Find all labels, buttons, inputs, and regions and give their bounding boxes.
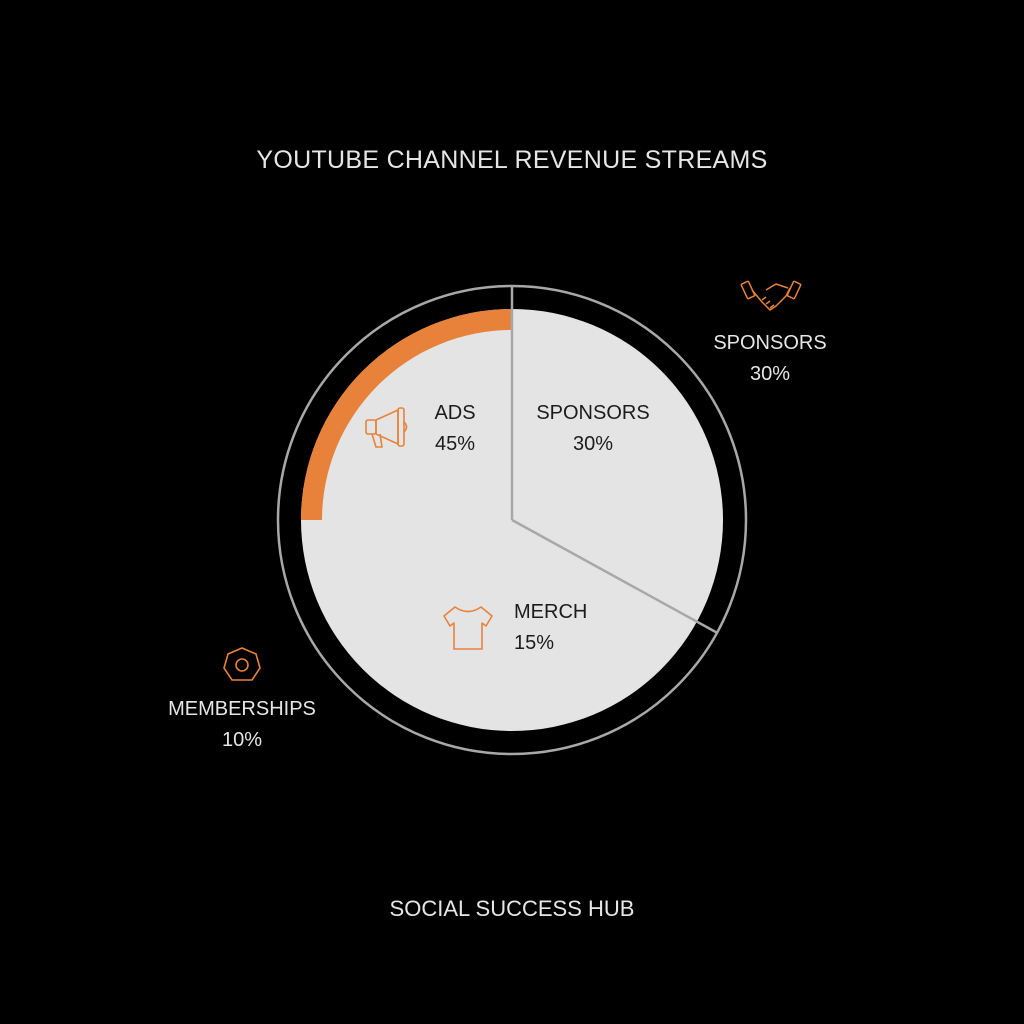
slice-name: SPONSORS xyxy=(713,332,827,354)
chart-title: YOUTUBE CHANNEL REVENUE STREAMS xyxy=(256,146,768,174)
megaphone-icon xyxy=(365,407,408,448)
outer-label-sponsors: SPONSORS 30% xyxy=(700,328,840,390)
slice-value: 15% xyxy=(514,632,555,654)
tshirt-icon xyxy=(443,606,493,650)
slice-value: 10% xyxy=(221,729,263,751)
slice-label-merch: MERCH 15% xyxy=(514,597,604,659)
slice-name: SPONSORS xyxy=(536,402,650,424)
slice-name: MEMBERSHIPS xyxy=(168,698,316,720)
slice-divider-end xyxy=(511,518,718,634)
slice-label-ads: ADS 45% xyxy=(410,398,500,460)
handshake-icon xyxy=(740,280,802,311)
slice-value: 30% xyxy=(749,363,791,385)
slice-name: ADS xyxy=(434,402,476,424)
slice-value: 30% xyxy=(572,433,614,455)
slice-value: 45% xyxy=(434,433,476,455)
badge-icon xyxy=(223,647,261,681)
slice-label-sponsors: SPONSORS 30% xyxy=(523,398,663,460)
accent-arc xyxy=(301,309,512,520)
outer-label-memberships: MEMBERSHIPS 10% xyxy=(152,694,332,756)
slice-name: MERCH xyxy=(514,601,588,623)
footer-brand: SOCIAL SUCCESS HUB xyxy=(389,896,635,921)
